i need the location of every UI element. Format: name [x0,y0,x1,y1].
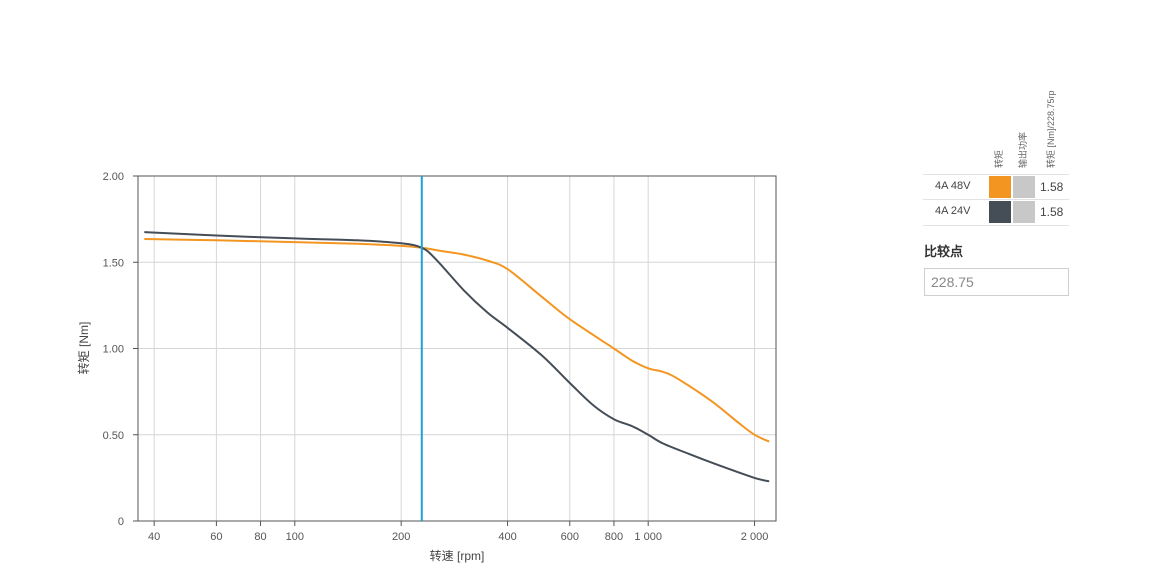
x-tick-label: 800 [605,531,623,543]
compare-point-input[interactable] [924,268,1069,296]
x-tick-label: 80 [254,531,266,543]
legend-row-label: 4A 48V [935,180,971,192]
tick-labels: 40 60 80 100 200 400 600 800 1 000 2 000 0 0.50 1.00… [103,171,769,543]
grid-lines [138,175,776,522]
x-tick-label: 2 000 [741,531,769,543]
x-tick-label: 400 [498,531,516,543]
compare-point-label: 比较点 [924,244,964,259]
legend-col-torque-at-point: 转矩 [Nm]/228.75rp [1046,90,1056,168]
legend-row-label: 4A 24V [935,205,971,217]
power-swatch[interactable] [1013,176,1035,198]
x-tick-label: 60 [210,531,222,543]
y-tick-label: 1.00 [103,344,124,356]
series-lines [144,231,770,483]
y-tick-label: 1.50 [103,257,124,269]
series-line-4a-24v[interactable] [144,231,770,483]
y-tick-label: 2.00 [103,171,124,183]
x-tick-label: 200 [392,531,410,543]
x-tick-label: 100 [286,531,304,543]
y-axis-title: 转矩 [Nm] [76,322,91,375]
y-tick-label: 0 [118,516,124,528]
power-swatch[interactable] [1013,201,1035,223]
torque-swatch[interactable] [989,176,1011,198]
legend-row-4a-24v[interactable]: 4A 24V 1.58 [923,199,1069,226]
legend-col-torque: 转矩 [994,149,1004,168]
series-line-4a-48v[interactable] [144,238,770,443]
torque-swatch[interactable] [989,201,1011,223]
x-tick-label: 600 [561,531,579,543]
legend-row-value: 1.58 [1040,205,1064,219]
y-tick-label: 0.50 [103,430,124,442]
legend-row-value: 1.58 [1040,180,1064,194]
legend-col-power: 输出功率 [1018,131,1028,168]
torque-speed-chart: 40 60 80 100 200 400 600 800 1 000 2 000 0 0.50 1.00… [76,171,777,563]
x-tick-label: 1 000 [634,531,662,543]
x-axis-title: 转速 [rpm] [430,548,485,563]
x-tick-label: 40 [148,531,160,543]
legend-row-4a-48v[interactable]: 4A 48V 1.58 [923,174,1069,200]
